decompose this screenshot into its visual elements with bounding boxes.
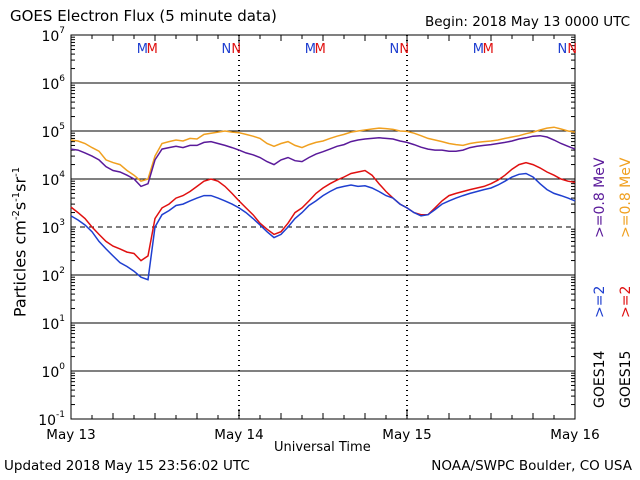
x-tick-label: May 13 bbox=[46, 427, 95, 443]
midnight-marker: M bbox=[137, 42, 148, 57]
y-tick-label: 107 bbox=[41, 26, 65, 45]
noon-marker: N bbox=[390, 42, 400, 57]
noon-marker: N bbox=[222, 42, 232, 57]
series-line bbox=[70, 172, 576, 281]
legend-goes14-08mev: >=0.8 MeV bbox=[592, 157, 608, 238]
updated-time: Updated 2018 May 15 23:56:02 UTC bbox=[4, 458, 250, 474]
legend-goes15-2mev: >=2 bbox=[618, 286, 634, 318]
credit-text: NOAA/SWPC Boulder, CO USA bbox=[431, 458, 632, 474]
x-tick-label: May 14 bbox=[214, 427, 263, 443]
chart-title: GOES Electron Flux (5 minute data) bbox=[10, 7, 277, 25]
series-line bbox=[70, 161, 576, 262]
legend-goes14-label: GOES14 bbox=[592, 350, 608, 408]
noon-marker: N bbox=[231, 42, 241, 57]
midnight-marker: M bbox=[473, 42, 484, 57]
midnight-marker: M bbox=[315, 42, 326, 57]
y-tick-label: 106 bbox=[41, 74, 65, 93]
y-tick-label: 10-1 bbox=[38, 410, 65, 429]
y-tick-label: 100 bbox=[41, 362, 65, 381]
series-line bbox=[70, 126, 576, 183]
y-tick-label: 104 bbox=[41, 170, 65, 189]
midnight-marker: M bbox=[483, 42, 494, 57]
begin-time: Begin: 2018 May 13 0000 UTC bbox=[424, 14, 630, 30]
x-axis-label: Universal Time bbox=[274, 440, 371, 455]
midnight-marker: M bbox=[147, 42, 158, 57]
y-tick-label: 103 bbox=[41, 218, 65, 237]
y-tick-label: 105 bbox=[41, 122, 65, 141]
series-line bbox=[70, 134, 576, 188]
legend-goes15-label: GOES15 bbox=[618, 351, 634, 408]
y-tick-label: 101 bbox=[41, 314, 65, 333]
legend-goes15-08mev: >=0.8 MeV bbox=[618, 157, 634, 238]
x-tick-label: May 15 bbox=[382, 427, 431, 443]
noon-marker: N bbox=[558, 42, 568, 57]
legend-goes14-2mev: >=2 bbox=[592, 286, 608, 318]
midnight-marker: M bbox=[305, 42, 316, 57]
noon-marker: N bbox=[567, 42, 577, 57]
y-tick-label: 102 bbox=[41, 266, 65, 285]
noon-marker: N bbox=[399, 42, 409, 57]
x-tick-label: May 16 bbox=[550, 427, 599, 443]
